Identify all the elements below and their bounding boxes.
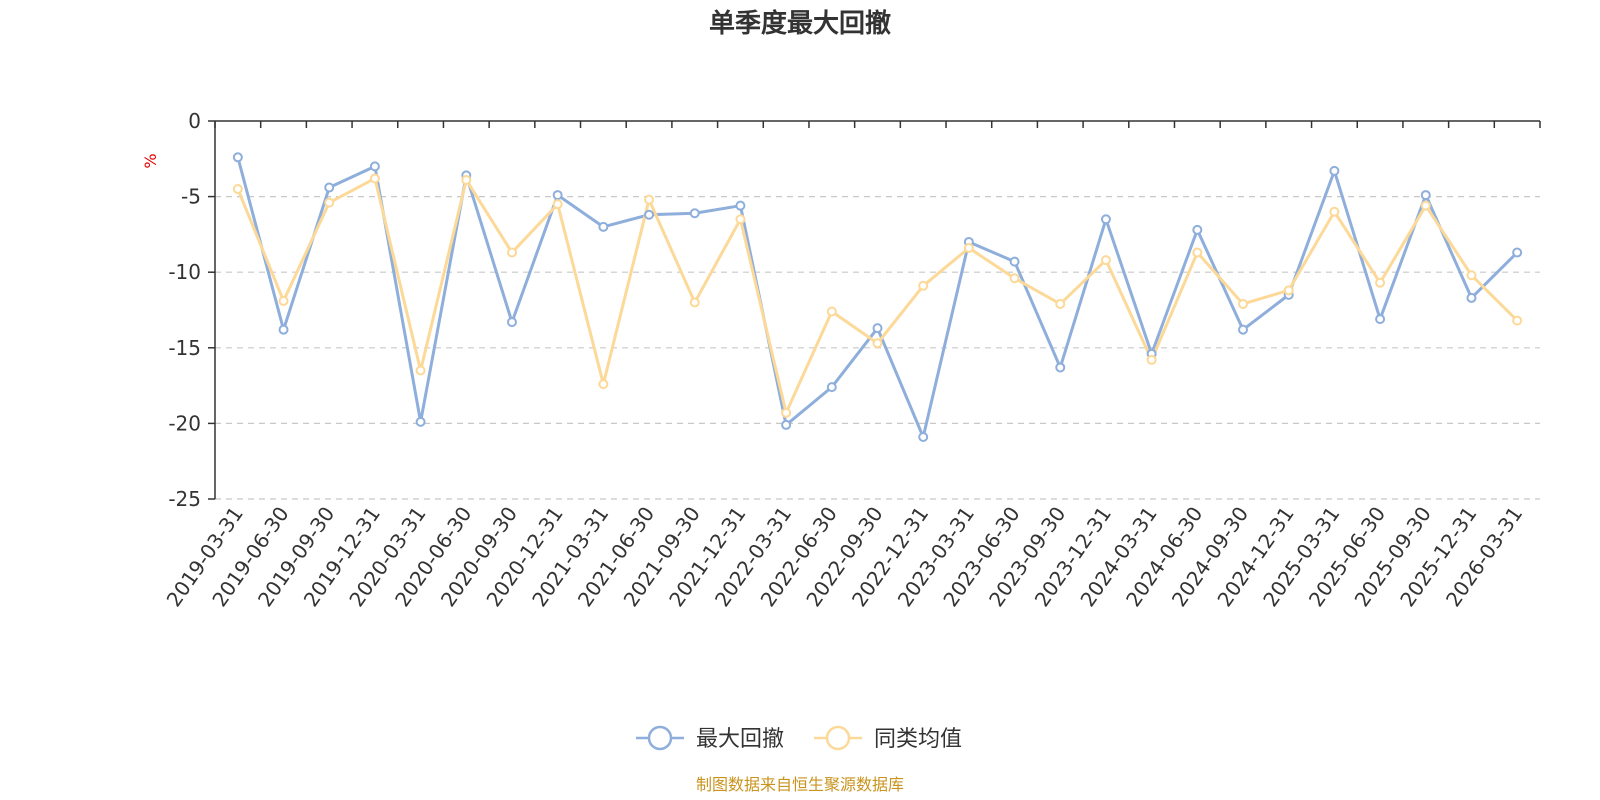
y-axis-unit: % <box>141 153 160 168</box>
data-point <box>598 379 609 390</box>
data-point <box>1420 200 1431 211</box>
data-point <box>552 190 563 201</box>
data-point <box>1466 292 1477 303</box>
data-point <box>552 199 563 210</box>
data-point <box>278 295 289 306</box>
data-point <box>689 297 700 308</box>
legend-swatch-marker <box>825 725 851 751</box>
data-point <box>872 323 883 334</box>
series-points <box>232 152 1523 443</box>
legend-label: 最大回撤 <box>696 727 784 752</box>
data-point <box>1466 270 1477 281</box>
data-point <box>1192 224 1203 235</box>
data-point <box>1009 273 1020 284</box>
data-point <box>826 306 837 317</box>
data-point <box>1512 247 1523 258</box>
data-point <box>689 208 700 219</box>
data-point <box>872 338 883 349</box>
data-point <box>826 382 837 393</box>
y-tick-label: -5 <box>181 185 201 209</box>
data-point <box>918 280 929 291</box>
data-point <box>781 407 792 418</box>
data-point <box>918 432 929 443</box>
data-point <box>1238 324 1249 335</box>
data-point <box>1192 247 1203 258</box>
series-line-1 <box>236 156 1519 439</box>
data-point <box>1100 255 1111 266</box>
data-point <box>232 184 243 195</box>
data-point <box>1055 362 1066 373</box>
data-point <box>1238 298 1249 309</box>
y-tick-label: 0 <box>188 109 201 133</box>
data-point <box>1055 298 1066 309</box>
y-tick-label: -20 <box>168 411 201 435</box>
legend: 最大回撤 同类均值 <box>636 725 962 752</box>
data-point <box>369 161 380 172</box>
data-point <box>1420 190 1431 201</box>
data-point <box>506 317 517 328</box>
data-point <box>1375 277 1386 288</box>
data-point <box>1009 256 1020 267</box>
data-point <box>415 416 426 427</box>
chart-title: 单季度最大回撤 <box>709 8 891 39</box>
data-point <box>1100 214 1111 225</box>
data-point <box>1375 314 1386 325</box>
data-point <box>1329 206 1340 217</box>
data-point <box>963 243 974 254</box>
data-point <box>1146 354 1157 365</box>
axes: 0-5-10-15-20-252019-03-312019-06-302019-… <box>162 109 1541 611</box>
data-point <box>644 194 655 205</box>
data-point <box>461 174 472 185</box>
data-point <box>781 419 792 430</box>
data-point <box>1283 285 1294 296</box>
data-point <box>415 365 426 376</box>
data-point <box>598 221 609 232</box>
data-point <box>232 152 243 163</box>
data-point <box>1512 315 1523 326</box>
series-lines <box>236 156 1519 439</box>
data-point <box>278 324 289 335</box>
data-point <box>1329 165 1340 176</box>
data-point <box>324 197 335 208</box>
y-tick-label: -10 <box>168 260 201 284</box>
legend-label: 同类均值 <box>874 727 962 752</box>
data-point <box>369 173 380 184</box>
legend-swatch-marker <box>647 725 673 751</box>
y-tick-label: -25 <box>168 487 201 511</box>
y-tick-label: -15 <box>168 336 201 360</box>
data-point <box>644 209 655 220</box>
data-point <box>324 182 335 193</box>
data-source-note: 制图数据来自恒生聚源数据库 <box>696 775 904 794</box>
data-point <box>735 214 746 225</box>
data-point <box>506 247 517 258</box>
data-point <box>735 200 746 211</box>
